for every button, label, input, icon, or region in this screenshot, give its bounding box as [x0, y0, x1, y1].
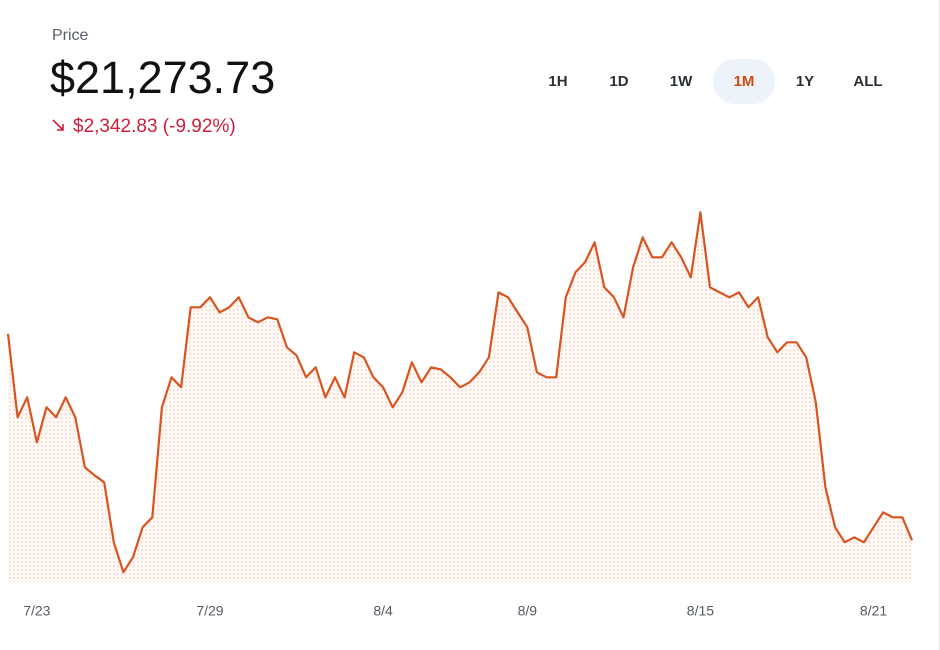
range-button[interactable]: 1H	[548, 73, 567, 90]
plot: 7/23 7/29 8/4 8/9 8/15 8/21	[6, 211, 914, 619]
down-arrow	[52, 119, 64, 131]
current-price: $21,273.73	[50, 52, 275, 103]
range-button-active[interactable]	[713, 59, 775, 104]
area-fill	[8, 212, 912, 582]
price-change: $2,342.83 (-9.92%)	[73, 116, 236, 137]
x-tick-label: 8/21	[860, 603, 887, 619]
x-tick-label: 7/29	[196, 603, 223, 619]
title: Price	[52, 27, 89, 44]
x-tick-label: 8/15	[687, 603, 714, 619]
range-button[interactable]: 1D	[609, 73, 628, 90]
range-button[interactable]: 1Y	[796, 73, 814, 90]
x-tick-label: 7/23	[23, 603, 50, 619]
price-line	[6, 211, 914, 574]
range-button[interactable]: ALL	[853, 73, 882, 90]
range-button[interactable]: 1W	[670, 73, 693, 90]
x-tick-label: 8/9	[518, 603, 538, 619]
x-tick-label: 8/4	[373, 603, 393, 619]
range-button[interactable]: 1M	[734, 73, 755, 90]
range-selector: 1H 1D 1W 1M 1Y ALL	[548, 59, 883, 104]
